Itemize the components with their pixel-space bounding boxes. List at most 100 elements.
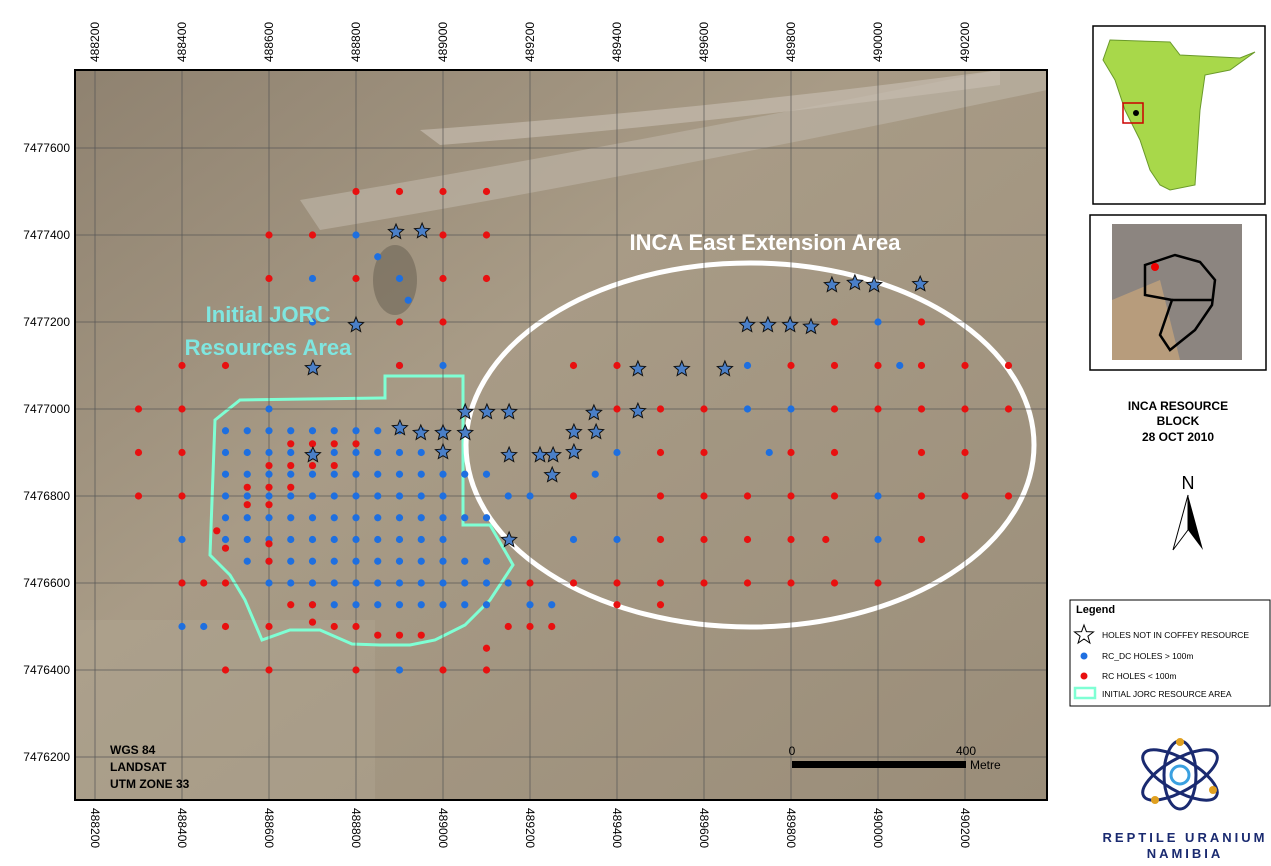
blue-hole [417,514,425,522]
blue-hole [308,492,317,500]
star-hole [500,445,518,463]
x-tick-label: 490200 [958,808,972,848]
blue-hole [482,514,491,522]
star-hole [543,465,562,483]
star-hole [585,403,603,421]
blue-hole [461,601,469,609]
blue-hole [526,492,534,500]
star-hole [434,423,452,441]
red-hole [961,448,969,457]
red-hole [330,622,338,631]
red-hole [352,666,360,674]
x-tick-label: 489200 [523,808,537,848]
x-tick-label: 490000 [871,808,885,848]
red-hole [287,461,295,470]
blue-hole [287,448,295,457]
blue-hole [308,427,317,435]
x-tick-label: 488600 [262,808,276,848]
star-hole [413,221,431,239]
star-hole [823,275,841,293]
red-hole [482,666,491,674]
red-hole [352,274,360,283]
red-hole [830,361,839,370]
red-hole [569,492,578,500]
red-hole [243,501,251,509]
blue-hole [308,514,317,522]
red-hole [743,492,752,500]
red-hole [439,231,447,239]
red-hole [787,448,795,457]
blue-hole [330,535,338,544]
red-hole [265,231,273,239]
blue-hole [874,492,882,500]
x-tick-label: 488200 [88,808,102,848]
red-hole [874,361,882,370]
red-hole [395,361,404,370]
blue-hole [417,492,425,500]
block-title: BLOCK [1157,414,1200,428]
legend-frame [1069,599,1271,707]
star-hole [716,359,734,377]
blue-hole [308,579,317,587]
red-hole [569,579,578,587]
red-hole [961,492,969,500]
blue-hole [395,535,404,544]
legend-title: Legend [1076,604,1115,616]
x-tick-label: 489000 [436,808,450,848]
blue-hole [243,514,251,522]
blue-hole [243,427,251,435]
red-hole [482,187,491,196]
red-hole [822,535,830,544]
x-tick-label: 488400 [175,22,189,62]
blue-hole [439,601,447,609]
blue-hole [482,601,491,609]
blue-hole [308,535,317,544]
blue-hole [461,557,469,565]
blue-hole [200,622,208,631]
blue-hole [265,470,273,478]
red-hole [482,644,491,652]
red-hole [352,622,360,631]
red-hole [134,492,143,500]
scale-label: 400 [956,744,976,758]
blue-hole [439,579,447,587]
blue-hole [874,535,882,544]
star-hole [304,445,322,463]
legend-label: RC HOLES < 100m [1102,671,1176,681]
star-hole [456,423,475,441]
x-tick-label: 488400 [175,808,189,848]
red-hole [287,601,295,609]
blue-hole [330,448,338,457]
blue-hole [395,601,404,609]
blue-hole [308,557,317,565]
blue-hole [265,427,273,435]
red-hole [178,448,186,457]
blue-hole [526,601,534,609]
blue-hole [178,622,186,631]
blue-hole [374,579,382,587]
legend-symbol [1073,686,1097,700]
red-hole [613,405,621,413]
star-hole [565,422,583,440]
legend-symbol [1073,623,1095,645]
scale-bar [792,761,966,768]
blue-hole [265,492,273,500]
blue-hole [439,361,447,370]
red-hole [221,579,230,587]
blue-hole [352,514,360,522]
blue-hole [287,492,295,500]
x-tick-label: 489600 [697,808,711,848]
blue-hole [287,470,295,478]
red-hole [178,405,186,413]
red-hole [787,361,795,370]
x-tick-label: 489600 [697,22,711,62]
x-tick-label: 490200 [958,22,972,62]
red-hole [265,483,273,491]
location-box [1122,102,1144,124]
red-hole [656,405,665,413]
blue-hole [243,535,251,544]
blue-hole [395,514,404,522]
projection-note: LANDSAT [110,760,167,774]
red-hole [548,622,556,631]
star-hole [500,530,518,548]
